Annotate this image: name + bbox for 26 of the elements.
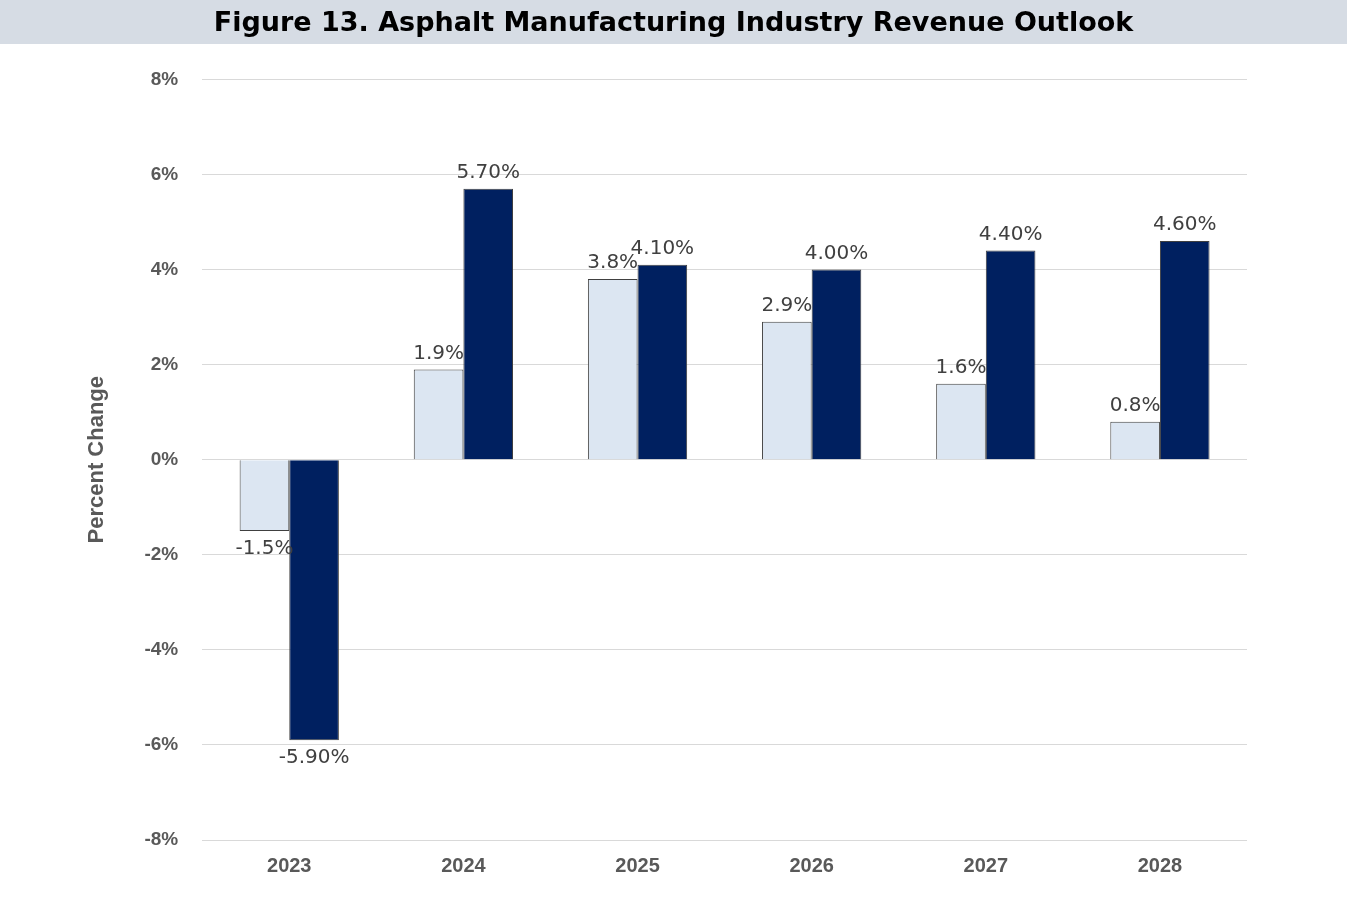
data-label: 5.70%: [456, 158, 520, 183]
y-tick-label: 2%: [150, 352, 179, 374]
chart-title: Figure 13. Asphalt Manufacturing Industry Revenue Outlook: [0, 0, 1347, 44]
y-tick-label: -8%: [144, 828, 179, 850]
data-label: 4.60%: [1152, 211, 1217, 236]
data-label: 0.8%: [1109, 391, 1161, 416]
y-tick-label: 6%: [150, 162, 179, 184]
y-tick-label: 8%: [150, 67, 179, 89]
x-tick-label: 2023: [267, 853, 312, 876]
data-label: 4.00%: [804, 239, 869, 264]
x-tick-label: 2025: [615, 853, 660, 876]
x-tick-label: 2024: [441, 853, 487, 876]
x-tick-label: 2027: [963, 853, 1009, 876]
data-label: 1.9%: [413, 339, 464, 364]
data-label: -5.90%: [278, 744, 350, 769]
data-label: 1.6%: [935, 353, 987, 378]
data-label: 2.9%: [761, 292, 813, 317]
y-axis-title: Percent Change: [83, 375, 109, 544]
y-tick-label: 0%: [150, 447, 179, 469]
x-tick-label: 2028: [1137, 853, 1183, 876]
y-tick-label: -4%: [144, 638, 179, 660]
y-tick-label: 4%: [150, 257, 179, 279]
y-tick-label: -2%: [144, 543, 179, 565]
x-tick-label: 2026: [789, 853, 834, 876]
y-tick-label: -6%: [144, 733, 179, 755]
data-label: 4.40%: [978, 220, 1043, 245]
